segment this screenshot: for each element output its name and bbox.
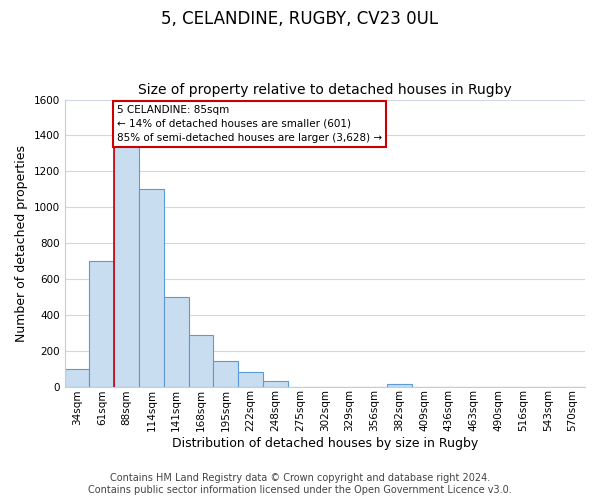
Bar [238,372,263,386]
Bar [387,384,412,386]
Y-axis label: Number of detached properties: Number of detached properties [15,144,28,342]
Bar [214,362,238,386]
Bar [164,297,188,386]
Bar [114,146,139,386]
Text: Contains HM Land Registry data © Crown copyright and database right 2024.
Contai: Contains HM Land Registry data © Crown c… [88,474,512,495]
Text: 5, CELANDINE, RUGBY, CV23 0UL: 5, CELANDINE, RUGBY, CV23 0UL [161,10,439,28]
Bar [139,189,164,386]
X-axis label: Distribution of detached houses by size in Rugby: Distribution of detached houses by size … [172,437,478,450]
Title: Size of property relative to detached houses in Rugby: Size of property relative to detached ho… [138,83,512,97]
Bar [188,336,214,386]
Bar [89,261,114,386]
Bar [263,381,287,386]
Text: 5 CELANDINE: 85sqm
← 14% of detached houses are smaller (601)
85% of semi-detach: 5 CELANDINE: 85sqm ← 14% of detached hou… [117,105,382,143]
Bar [65,368,89,386]
